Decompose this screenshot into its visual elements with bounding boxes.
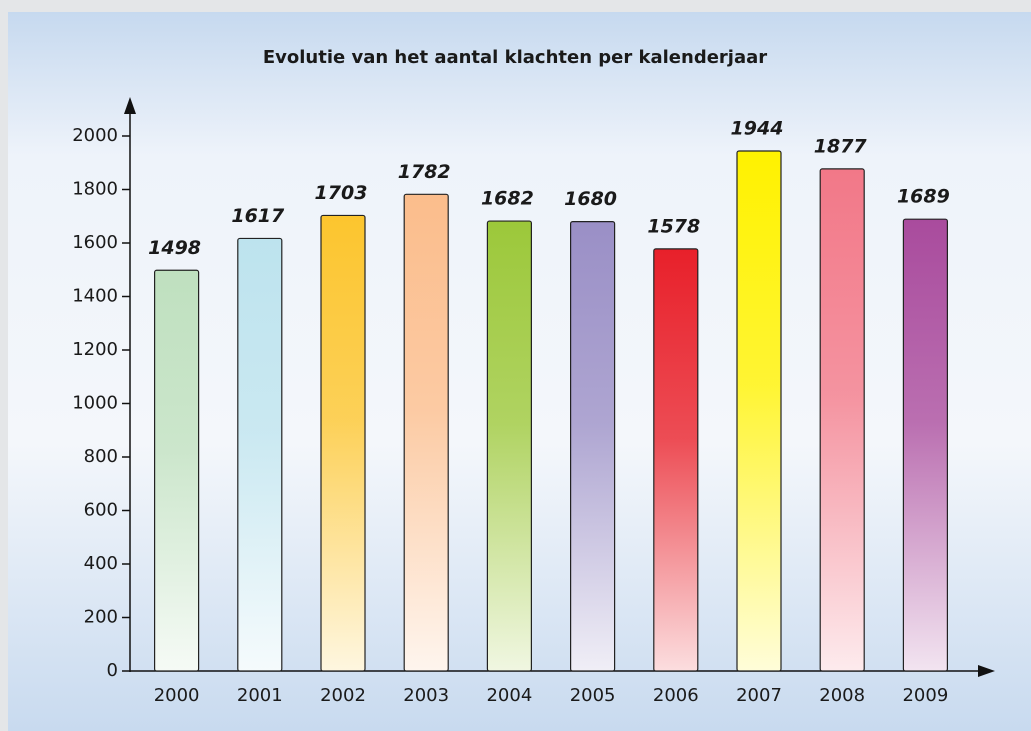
value-label: 1617 — [231, 205, 285, 227]
value-label: 1782 — [398, 161, 451, 183]
y-tick-label: 800 — [84, 446, 118, 467]
bar — [486, 220, 532, 672]
bar — [403, 193, 449, 672]
x-tick-label: 2009 — [902, 685, 948, 706]
value-label: 1682 — [481, 188, 534, 210]
y-tick-label: 200 — [84, 607, 118, 628]
x-tick-label: 2008 — [819, 685, 865, 706]
bar — [819, 168, 865, 672]
value-label: 1877 — [814, 135, 868, 157]
y-tick-label: 2000 — [72, 125, 118, 146]
bar — [736, 150, 782, 672]
bar — [237, 237, 283, 672]
y-tick-label: 600 — [84, 500, 118, 521]
value-label: 1689 — [897, 186, 950, 208]
chart-title: Evolutie van het aantal klachten per kal… — [263, 47, 767, 68]
bar — [902, 218, 949, 672]
x-axis-arrow — [978, 665, 995, 677]
value-label: 1578 — [647, 215, 700, 237]
x-tick-label: 2007 — [736, 685, 782, 706]
y-axis-arrow — [124, 97, 136, 114]
bar — [653, 248, 699, 672]
bar — [154, 269, 200, 672]
y-tick-label: 1200 — [72, 339, 118, 360]
x-tick-label: 2005 — [570, 685, 616, 706]
y-tick-label: 1600 — [72, 232, 118, 253]
y-tick-label: 0 — [107, 660, 118, 681]
x-tick-label: 2006 — [653, 685, 699, 706]
bar — [569, 221, 616, 672]
value-label: 1498 — [148, 237, 201, 259]
x-tick-label: 2001 — [237, 685, 283, 706]
y-tick-label: 1000 — [72, 393, 118, 414]
y-tick-label: 400 — [84, 553, 118, 574]
value-label: 1680 — [564, 188, 617, 210]
x-tick-label: 2002 — [320, 685, 366, 706]
x-tick-label: 2004 — [486, 685, 532, 706]
value-label: 1703 — [315, 182, 368, 204]
y-tick-label: 1400 — [72, 286, 118, 307]
y-tick-label: 1800 — [72, 179, 118, 200]
x-tick-label: 2000 — [154, 685, 200, 706]
value-label: 1944 — [731, 117, 784, 139]
x-tick-label: 2003 — [403, 685, 449, 706]
bar — [320, 214, 366, 672]
